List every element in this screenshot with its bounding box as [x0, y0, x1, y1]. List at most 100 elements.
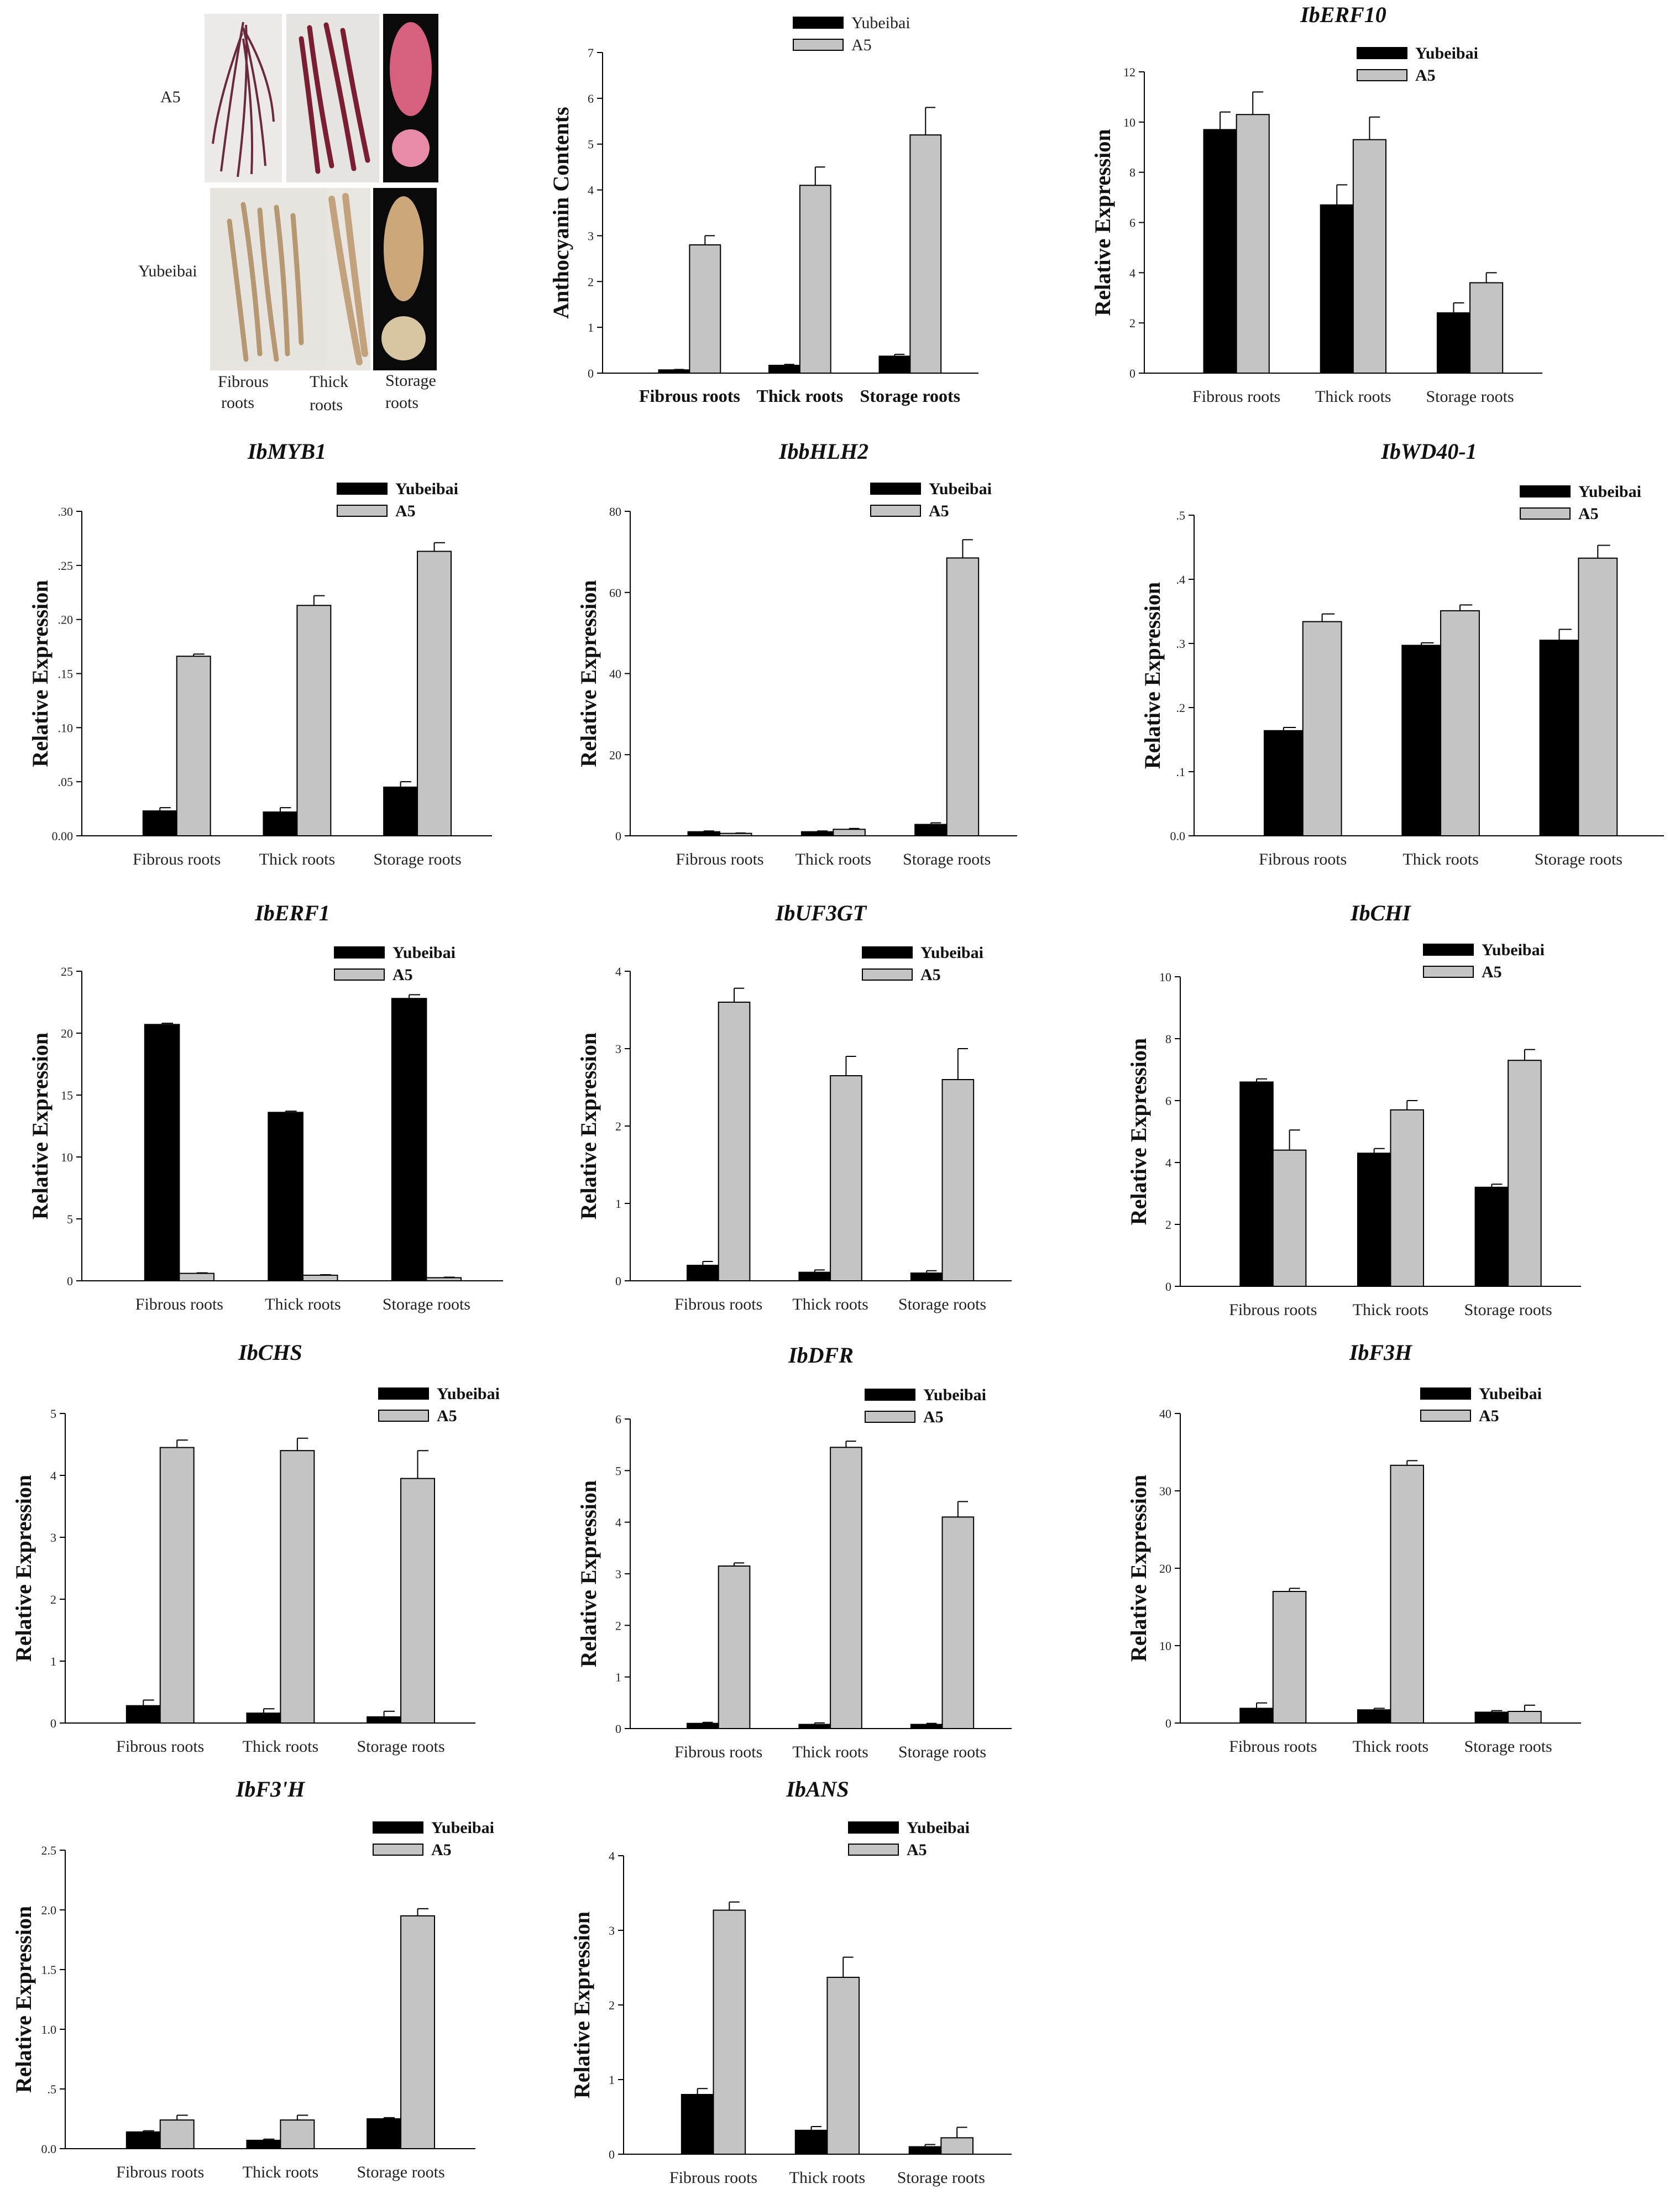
y-tick-label: .4: [1176, 573, 1186, 587]
legend-label-yubeibai: Yubeibai: [1578, 483, 1641, 501]
legend-swatch-yubeibai: [870, 483, 921, 495]
bar-yubeibai-storage-roots: [1474, 1711, 1509, 1724]
y-tick-label: 4: [609, 1849, 615, 1863]
legend-swatch-a5: [1520, 507, 1571, 520]
photo-col-label-thick-2: roots: [310, 396, 343, 414]
y-tick-label: 0: [615, 1274, 621, 1288]
bar-yubeibai-storage-roots: [383, 786, 418, 836]
x-category-label: Storage roots: [897, 2169, 985, 2187]
y-tick-label: 2: [609, 1998, 615, 2012]
photo-yubeibai-storage-slice: [381, 316, 426, 360]
x-category-label: Thick roots: [792, 1743, 868, 1761]
bar-a5-fibrous-roots: [689, 244, 721, 374]
y-tick-label: 80: [609, 505, 621, 519]
bar-a5-storage-roots: [417, 551, 452, 836]
y-tick-label: .15: [58, 667, 74, 681]
x-category-label: Storage roots: [898, 1295, 986, 1313]
y-tick-label: 3: [50, 1531, 56, 1544]
y-tick-label: 4: [1129, 266, 1135, 280]
bar-yubeibai-thick-roots: [246, 2139, 281, 2149]
legend: Yubeibai A5: [848, 1819, 970, 1859]
legend-swatch-yubeibai: [1420, 1387, 1471, 1400]
y-axis-label: Relative Expression: [1090, 129, 1115, 316]
y-axis-label: Relative Expression: [28, 1033, 53, 1219]
y-tick-label: 1: [615, 1197, 621, 1211]
legend-swatch-a5: [378, 1410, 429, 1422]
y-tick-label: 1.5: [41, 1963, 57, 1977]
x-category-label: Fibrous roots: [1192, 388, 1280, 406]
bar-a5-fibrous-roots: [1272, 1591, 1307, 1724]
chart-title: IbF3'H: [235, 1777, 306, 1802]
legend-label-a5: A5: [907, 1841, 927, 1859]
y-tick-label: 5: [50, 1407, 56, 1421]
photo-yubeibai-fibrous-roots: [227, 202, 304, 362]
y-tick-label: 2: [1129, 316, 1135, 330]
y-tick-label: .5: [1176, 509, 1186, 522]
y-tick-label: 6: [1129, 216, 1135, 230]
y-tick-label: 4: [1165, 1156, 1171, 1170]
bar-a5-fibrous-roots: [718, 1565, 751, 1729]
bar-a5-storage-roots: [940, 2137, 974, 2155]
legend-label-yubeibai: Yubeibai: [1415, 44, 1478, 62]
y-tick-label: 5: [588, 138, 594, 151]
legend-label-yubeibai: Yubeibai: [1482, 941, 1545, 959]
y-axis-label: Relative Expression: [28, 580, 53, 767]
chart-title: IbbHLH2: [778, 439, 868, 464]
y-tick-label: 0.0: [41, 2142, 57, 2156]
y-tick-label: 2: [615, 1619, 621, 1632]
y-axis-label: Relative Expression: [11, 1906, 36, 2093]
photo-a5-fibrous-roots: [212, 22, 275, 177]
bar-yubeibai-thick-roots: [768, 364, 800, 374]
x-category-label: Fibrous roots: [639, 386, 740, 406]
y-tick-label: 20: [61, 1027, 73, 1040]
x-category-label: Thick roots: [259, 850, 335, 868]
y-tick-label: 40: [1159, 1407, 1171, 1421]
bar-a5-storage-roots: [1508, 1060, 1542, 1287]
bar-yubeibai-fibrous-roots: [658, 369, 690, 374]
y-tick-label: 3: [615, 1042, 621, 1056]
y-tick-label: 0.0: [1170, 829, 1186, 843]
bar-a5-fibrous-roots: [179, 1273, 214, 1282]
x-category-label: Storage roots: [898, 1743, 986, 1761]
legend: Yubeibai A5: [1520, 483, 1641, 523]
chart-title: IbUF3GT: [775, 900, 867, 925]
y-tick-label: 0: [615, 829, 621, 843]
bar-yubeibai-fibrous-roots: [1239, 1081, 1274, 1287]
bar-yubeibai-thick-roots: [800, 831, 834, 836]
legend-swatch-a5: [337, 505, 388, 517]
legend-swatch-yubeibai: [373, 1821, 423, 1834]
photo-row-label-yubeibai: Yubeibai: [138, 262, 197, 280]
legend-swatch-a5: [848, 1844, 899, 1856]
y-tick-label: 0.00: [52, 829, 74, 843]
bar-yubeibai-thick-roots: [798, 1724, 831, 1730]
legend-swatch-yubeibai: [865, 1389, 915, 1401]
chart-title: IbWD40-1: [1380, 439, 1477, 464]
legend-label-a5: A5: [851, 36, 872, 54]
bar-a5-storage-roots: [1508, 1711, 1542, 1724]
bar-yubeibai-storage-roots: [910, 1273, 943, 1281]
bar-yubeibai-fibrous-roots: [142, 810, 177, 837]
bar-yubeibai-fibrous-roots: [1263, 730, 1304, 837]
bar-a5-storage-roots: [426, 1277, 462, 1281]
chart-iberf1: IbERF1 Relative Expression 0 5 10 15 20 25 Fibro…: [28, 900, 503, 1313]
bar-yubeibai-fibrous-roots: [687, 1722, 719, 1730]
legend: Yubeibai A5: [1357, 44, 1478, 85]
bar-a5-thick-roots: [1390, 1464, 1425, 1724]
x-category-label: Storage roots: [860, 386, 961, 406]
legend-label-a5: A5: [929, 502, 949, 520]
x-category-label: Storage roots: [373, 850, 461, 868]
y-axis-label: Relative Expression: [1140, 582, 1165, 769]
chart-ibdfr: IbDFR Relative Expression 0 1 2 3 4 5 6 Fibrous r…: [576, 1343, 1012, 1761]
legend: Yubeibai A5: [865, 1386, 986, 1426]
chart-ibans: IbANS Relative Expression 0 1 2 3 4 Fibrous roo…: [569, 1777, 1012, 2187]
bar-yubeibai-storage-roots: [1436, 312, 1471, 374]
y-tick-label: 4: [615, 1516, 621, 1530]
legend-swatch-yubeibai: [793, 17, 844, 29]
bar-a5-fibrous-roots: [1272, 1149, 1307, 1287]
legend-label-a5: A5: [1578, 505, 1599, 523]
y-tick-label: 4: [615, 965, 621, 978]
y-tick-label: .2: [1176, 701, 1186, 715]
y-tick-label: 0: [67, 1274, 73, 1288]
bar-a5-thick-roots: [280, 1450, 315, 1724]
legend-label-yubeibai: Yubeibai: [431, 1819, 494, 1837]
